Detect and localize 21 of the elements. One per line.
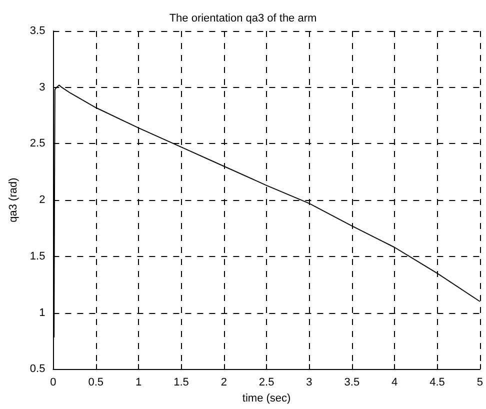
y-tick-label: 3.5 bbox=[30, 25, 46, 37]
x-tick-label: 0.5 bbox=[88, 376, 104, 389]
x-tick-label: 0 bbox=[50, 376, 56, 389]
x-tick-label: 3 bbox=[306, 376, 312, 389]
y-tick-label: 2.5 bbox=[30, 138, 46, 150]
y-tick-label: 1.5 bbox=[30, 250, 46, 262]
y-axis-title: qa3 (rad) bbox=[8, 178, 20, 222]
x-tick-label: 2.5 bbox=[258, 376, 274, 389]
x-tick-label: 1.5 bbox=[174, 376, 189, 389]
x-tick-label: 3.5 bbox=[344, 376, 360, 389]
y-tick-label: 2 bbox=[39, 194, 46, 206]
chart-title: The orientation qa3 of the arm bbox=[169, 12, 317, 24]
y-tick-label: 0.5 bbox=[30, 363, 46, 376]
y-tick-label: 3 bbox=[39, 81, 46, 94]
x-tick-label: 1 bbox=[135, 376, 142, 389]
x-axis-title: time (sec) bbox=[242, 392, 291, 404]
x-tick-label: 4.5 bbox=[430, 376, 445, 389]
x-tick-label: 2 bbox=[220, 376, 227, 389]
x-tick-label: 5 bbox=[476, 376, 484, 389]
y-tick-label: 1 bbox=[39, 306, 46, 319]
x-tick-label: 4 bbox=[392, 376, 398, 389]
